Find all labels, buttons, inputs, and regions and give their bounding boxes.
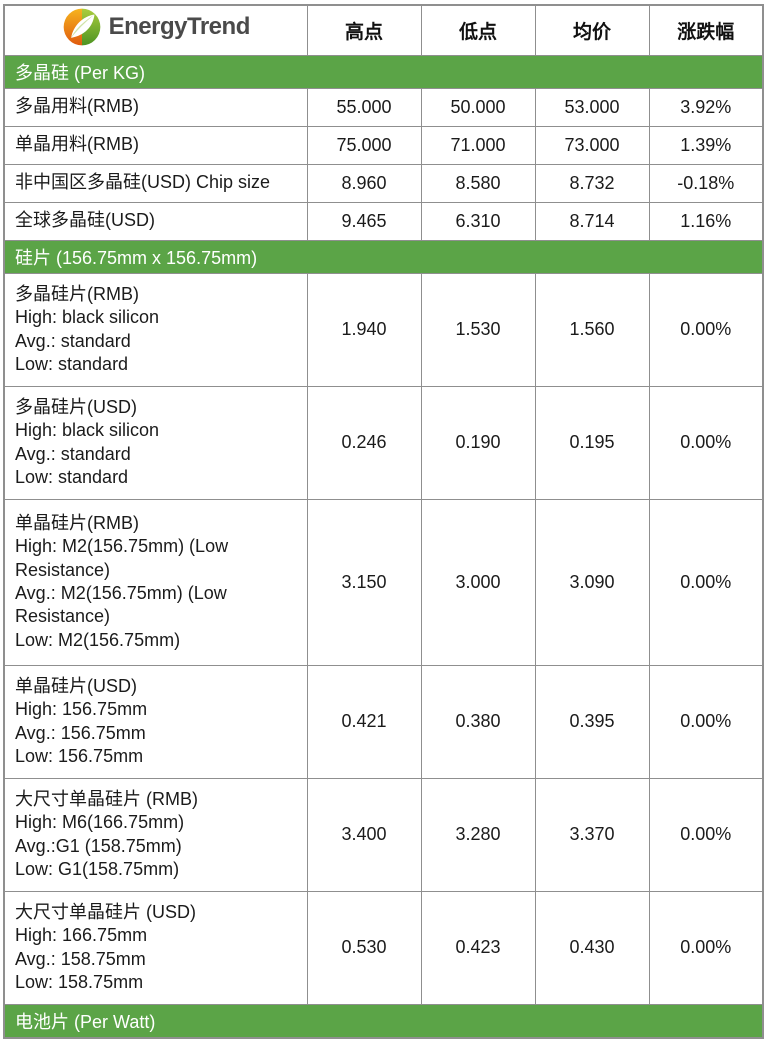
value-low: 71.000 bbox=[420, 125, 536, 165]
row-label: 全球多晶硅(USD) bbox=[3, 201, 308, 241]
row-label: 单晶用料(RMB) bbox=[3, 125, 308, 165]
section-header-wafer: 硅片 (156.75mm x 156.75mm) bbox=[3, 239, 764, 274]
value-high: 1.940 bbox=[306, 272, 422, 387]
row-label: 非中国区多晶硅(USD) Chip size bbox=[3, 163, 308, 203]
row-label: 单晶硅片(RMB) High: M2(156.75mm) (Low Resist… bbox=[3, 498, 308, 666]
value-low: 3.000 bbox=[420, 498, 536, 666]
table-row: 单晶用料(RMB) 75.000 71.000 73.000 1.39% bbox=[3, 125, 764, 165]
row-label: 多晶硅片(USD) High: black silicon Avg.: stan… bbox=[3, 385, 308, 500]
table-row: 全球多晶硅(USD) 9.465 6.310 8.714 1.16% bbox=[3, 201, 764, 241]
value-change: 0.00% bbox=[648, 272, 764, 387]
value-change: 3.92% bbox=[648, 87, 764, 127]
energytrend-logo: EnergyTrend bbox=[62, 7, 250, 47]
value-high: 0.246 bbox=[306, 385, 422, 500]
value-low: 3.280 bbox=[420, 777, 536, 892]
value-high: 0.530 bbox=[306, 890, 422, 1005]
value-change: 0.00% bbox=[648, 664, 764, 779]
logo-cell: EnergyTrend bbox=[3, 4, 308, 56]
table-row: 多晶硅片(USD) High: black silicon Avg.: stan… bbox=[3, 385, 764, 500]
value-change: 1.16% bbox=[648, 201, 764, 241]
value-high: 3.150 bbox=[306, 498, 422, 666]
row-label: 多晶硅片(RMB) High: black silicon Avg.: stan… bbox=[3, 272, 308, 387]
value-high: 55.000 bbox=[306, 87, 422, 127]
section-header-polysilicon: 多晶硅 (Per KG) bbox=[3, 54, 764, 89]
brand-name: EnergyTrend bbox=[108, 13, 251, 41]
value-high: 8.960 bbox=[306, 163, 422, 203]
table-row: 大尺寸单晶硅片 (RMB) High: M6(166.75mm) Avg.:G1… bbox=[3, 777, 764, 892]
value-change: -0.18% bbox=[648, 163, 764, 203]
value-avg: 0.195 bbox=[534, 385, 650, 500]
row-label: 多晶用料(RMB) bbox=[3, 87, 308, 127]
table-row: 多晶硅片(RMB) High: black silicon Avg.: stan… bbox=[3, 272, 764, 387]
table-row: 非中国区多晶硅(USD) Chip size 8.960 8.580 8.732… bbox=[3, 163, 764, 203]
value-avg: 8.732 bbox=[534, 163, 650, 203]
value-avg: 8.714 bbox=[534, 201, 650, 241]
value-avg: 0.430 bbox=[534, 890, 650, 1005]
value-low: 0.380 bbox=[420, 664, 536, 779]
value-low: 8.580 bbox=[420, 163, 536, 203]
value-avg: 1.560 bbox=[534, 272, 650, 387]
value-high: 0.421 bbox=[306, 664, 422, 779]
table-row: 大尺寸单晶硅片 (USD) High: 166.75mm Avg.: 158.7… bbox=[3, 890, 764, 1005]
col-header-low: 低点 bbox=[420, 4, 536, 56]
row-label: 单晶硅片(USD) High: 156.75mm Avg.: 156.75mm … bbox=[3, 664, 308, 779]
energytrend-leaf-icon bbox=[62, 7, 102, 47]
col-header-high: 高点 bbox=[306, 4, 422, 56]
section-title: 电池片 (Per Watt) bbox=[3, 1003, 764, 1038]
row-label: 大尺寸单晶硅片 (USD) High: 166.75mm Avg.: 158.7… bbox=[3, 890, 308, 1005]
value-change: 0.00% bbox=[648, 498, 764, 666]
value-avg: 0.395 bbox=[534, 664, 650, 779]
price-table: EnergyTrend 高点 低点 均价 涨跌幅 多晶硅 (Per KG) 多晶… bbox=[3, 4, 764, 1039]
value-high: 3.400 bbox=[306, 777, 422, 892]
value-low: 1.530 bbox=[420, 272, 536, 387]
value-low: 50.000 bbox=[420, 87, 536, 127]
value-avg: 3.370 bbox=[534, 777, 650, 892]
value-change: 0.00% bbox=[648, 385, 764, 500]
value-change: 0.00% bbox=[648, 890, 764, 1005]
value-change: 1.39% bbox=[648, 125, 764, 165]
table-row: 单晶硅片(RMB) High: M2(156.75mm) (Low Resist… bbox=[3, 498, 764, 666]
value-avg: 3.090 bbox=[534, 498, 650, 666]
value-low: 0.190 bbox=[420, 385, 536, 500]
value-high: 75.000 bbox=[306, 125, 422, 165]
table-row: 单晶硅片(USD) High: 156.75mm Avg.: 156.75mm … bbox=[3, 664, 764, 779]
section-header-cell: 电池片 (Per Watt) bbox=[3, 1003, 764, 1038]
value-avg: 53.000 bbox=[534, 87, 650, 127]
row-label: 大尺寸单晶硅片 (RMB) High: M6(166.75mm) Avg.:G1… bbox=[3, 777, 308, 892]
value-high: 9.465 bbox=[306, 201, 422, 241]
value-low: 0.423 bbox=[420, 890, 536, 1005]
value-change: 0.00% bbox=[648, 777, 764, 892]
value-low: 6.310 bbox=[420, 201, 536, 241]
col-header-avg: 均价 bbox=[534, 4, 650, 56]
section-title: 多晶硅 (Per KG) bbox=[3, 54, 764, 89]
header-row: EnergyTrend 高点 低点 均价 涨跌幅 bbox=[3, 4, 764, 56]
section-title: 硅片 (156.75mm x 156.75mm) bbox=[3, 239, 764, 274]
table-row: 多晶用料(RMB) 55.000 50.000 53.000 3.92% bbox=[3, 87, 764, 127]
col-header-change: 涨跌幅 bbox=[648, 4, 764, 56]
value-avg: 73.000 bbox=[534, 125, 650, 165]
